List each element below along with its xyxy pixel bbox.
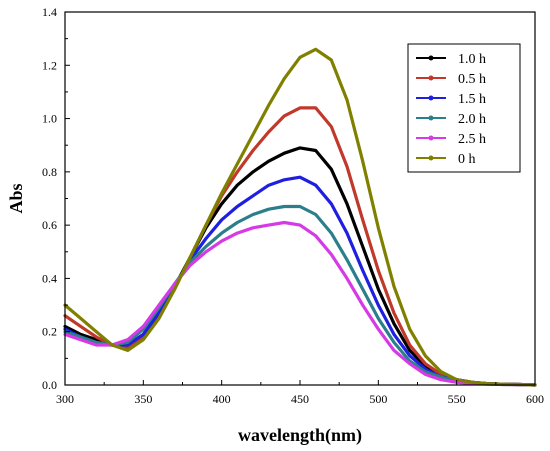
x-axis-label: wavelength(nm) [238,425,362,446]
x-tick-label: 450 [291,392,309,406]
y-tick-label: 1.0 [42,112,57,126]
legend-marker [428,95,434,101]
x-tick-label: 400 [213,392,231,406]
y-axis-label: Abs [6,183,26,213]
y-tick-label: 0.6 [42,218,57,232]
x-tick-label: 600 [526,392,544,406]
y-axis: 0.0 0.2 0.4 0.6 0.8 1.0 1.2 1.4 [42,5,70,392]
y-tick-label: 0.4 [42,271,57,285]
legend-label: 0.5 h [458,72,486,87]
legend-marker [428,115,434,121]
x-tick-label: 350 [134,392,152,406]
x-axis: 300 350 400 450 500 550 600 [56,380,544,406]
legend-marker [428,55,434,61]
y-tick-label: 0.2 [42,325,57,339]
legend-label: 1.0 h [458,52,486,67]
y-tick-label: 0.0 [42,378,57,392]
series-line [63,47,537,387]
legend-label: 0 h [458,152,476,167]
y-tick-label: 0.8 [42,165,57,179]
legend: 1.0 h 0.5 h 1.5 h 2.0 h 2.5 h 0 h [407,43,521,173]
legend-label: 2.5 h [458,132,486,147]
y-tick-label: 1.2 [42,58,57,72]
series-line [63,220,537,387]
x-tick-label: 300 [56,392,74,406]
series-line [63,175,537,387]
legend-label: 2.0 h [458,112,486,127]
legend-marker [428,135,434,141]
x-tick-label: 500 [369,392,387,406]
legend-box [407,43,521,173]
legend-marker [428,155,434,161]
series-layer [63,47,537,387]
series-line [63,146,537,387]
series-line [63,204,537,387]
legend-marker [428,75,434,81]
legend-label: 1.5 h [458,92,486,107]
y-tick-label: 1.4 [42,5,57,19]
x-tick-label: 550 [448,392,466,406]
